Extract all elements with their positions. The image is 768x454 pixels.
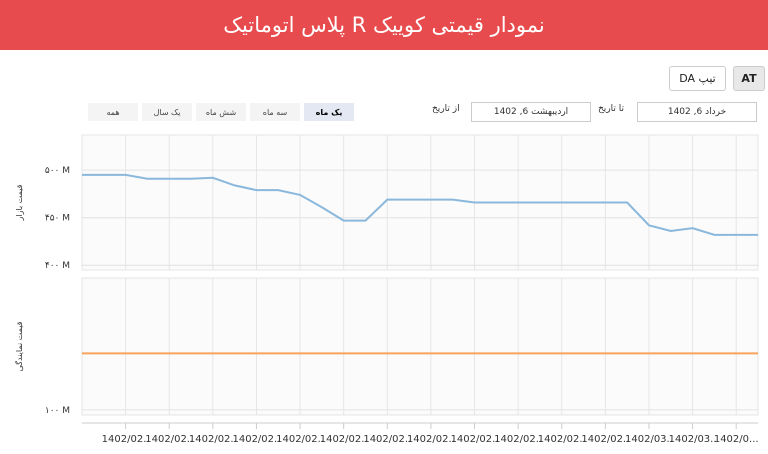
range-button[interactable]: شش ماه xyxy=(196,103,246,121)
x-tick-label: 1402/02.. xyxy=(276,434,324,445)
y-axis-title: قیمت بازار xyxy=(15,184,24,221)
x-tick-label: 1402/02.. xyxy=(581,434,629,445)
x-tick-label: 1402/02.. xyxy=(538,434,586,445)
x-tick-label: 1402/02.. xyxy=(102,434,150,445)
x-tick-label: 1402/02.. xyxy=(451,434,499,445)
range-button[interactable]: همه xyxy=(88,103,138,121)
plot-area xyxy=(81,277,759,416)
to-label: تا تاریخ xyxy=(598,104,625,114)
range-button[interactable]: یک سال xyxy=(142,103,192,121)
from-input[interactable]: اردیبهشت 6, 1402 xyxy=(471,102,591,122)
y-tick-label: ۴۵۰ M xyxy=(45,214,70,224)
range-button[interactable]: یک ماه xyxy=(304,103,354,121)
header: نمودار قیمتی کوییک R پلاس اتوماتیک xyxy=(0,0,768,50)
x-tick-label: 1402/02.. xyxy=(494,434,542,445)
x-tick-label: 1402/02.. xyxy=(232,434,280,445)
x-tick-label: 1402/0... xyxy=(714,434,759,445)
y-tick-label: ۱۰۰ M xyxy=(45,406,70,416)
x-tick-label: 1402/03.. xyxy=(669,434,717,445)
line xyxy=(82,173,758,236)
title: نمودار قیمتی کوییک R پلاس اتوماتیک xyxy=(223,13,545,37)
x-tick-label: 1402/03.. xyxy=(625,434,673,445)
trim-button[interactable]: تیپ DA xyxy=(669,66,726,91)
x-tick-label: 1402/02.. xyxy=(363,434,411,445)
y-axis-title: قیمت نمایندگی xyxy=(14,321,24,371)
trim-button[interactable]: AT xyxy=(733,66,765,91)
y-tick-label: ۵۰۰ M xyxy=(45,166,70,176)
x-tick-label: 1402/02.. xyxy=(145,434,193,445)
y-tick-label: ۴۰۰ M xyxy=(45,261,70,271)
x-tick-label: 1402/02.. xyxy=(407,434,455,445)
x-tick-label: 1402/02.. xyxy=(189,434,237,445)
to-input[interactable]: خرداد 6, 1402 xyxy=(637,102,757,122)
plot-area xyxy=(81,134,759,271)
x-tick-label: 1402/02.. xyxy=(320,434,368,445)
from-label: از تاریخ xyxy=(432,104,460,114)
range-button[interactable]: سه ماه xyxy=(250,103,300,121)
